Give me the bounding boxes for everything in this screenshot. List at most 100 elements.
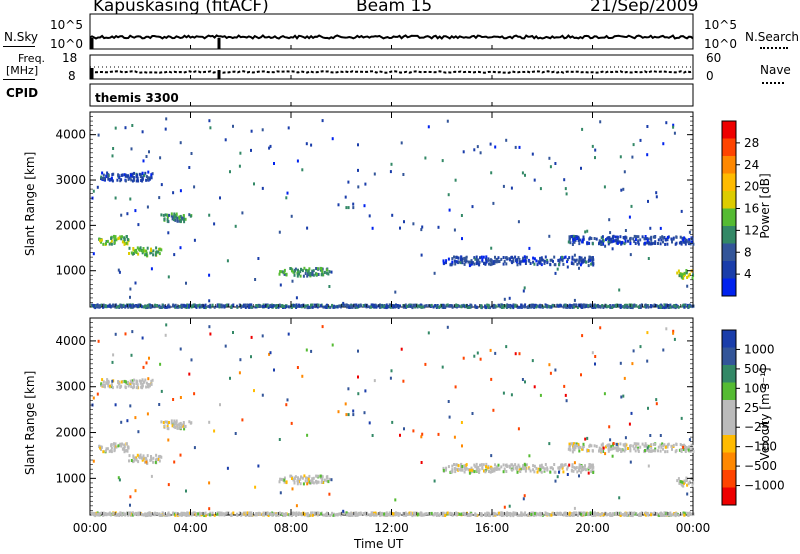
velocity-pixel xyxy=(502,463,505,467)
velocity-pixel xyxy=(171,424,174,428)
velocity-pixel xyxy=(634,449,637,453)
velocity-pixel xyxy=(357,512,360,516)
power-pixel xyxy=(476,261,479,265)
velocity-pixel xyxy=(672,331,675,335)
power-pixel xyxy=(123,236,126,240)
velocity-pixel xyxy=(448,415,451,419)
velocity-pixel xyxy=(602,450,605,453)
power-pixel xyxy=(357,185,360,189)
power-pixel xyxy=(470,305,473,308)
x-tick-label: 16:00 xyxy=(475,521,510,535)
velocity-pixel xyxy=(140,385,143,389)
velocity-pixel xyxy=(188,513,190,517)
power-pixel xyxy=(124,126,127,130)
power-pixel xyxy=(654,242,657,245)
velocity-pixel xyxy=(563,463,566,467)
power-pixel xyxy=(114,305,117,309)
velocity-pixel xyxy=(518,465,521,469)
power-pixel xyxy=(238,303,241,307)
power-pixel xyxy=(105,240,108,243)
velocity-pixel xyxy=(459,468,462,472)
power-pixel xyxy=(573,234,575,238)
power-colorbar-swatch xyxy=(722,173,736,192)
power-pixel xyxy=(346,305,349,309)
velocity-pixel xyxy=(142,457,145,461)
velocity-pixel xyxy=(594,355,597,358)
velocity-pixel xyxy=(357,349,359,353)
power-colorbar-swatch xyxy=(722,226,736,244)
velocity-pixel xyxy=(146,412,149,416)
nsearch-legend-line xyxy=(760,47,788,49)
velocity-pixel xyxy=(179,396,182,399)
power-pixel xyxy=(168,213,170,217)
velocity-pixel xyxy=(125,449,128,452)
power-pixel xyxy=(398,304,401,308)
power-pixel xyxy=(370,305,372,309)
velocity-pixel xyxy=(631,362,634,366)
velocity-pixel xyxy=(641,442,644,446)
velocity-pixel xyxy=(571,463,574,467)
velocity-pixel xyxy=(114,442,117,446)
power-pixel xyxy=(503,297,506,301)
velocity-pixel xyxy=(351,513,354,517)
velocity-pixel xyxy=(116,385,119,389)
velocity-pixel xyxy=(306,482,309,486)
velocity-pixel xyxy=(451,513,454,517)
power-pixel xyxy=(319,267,322,270)
power-pixel xyxy=(479,256,481,260)
power-pixel xyxy=(655,304,658,308)
velocity-pixel xyxy=(581,334,584,338)
velocity-pixel xyxy=(111,360,114,364)
power-pixel xyxy=(390,162,393,166)
velocity-pixel xyxy=(628,511,631,515)
power-pixel xyxy=(671,240,673,244)
power-pixel xyxy=(575,303,578,307)
power-pixel xyxy=(574,235,577,238)
velocity-pixel xyxy=(616,444,619,448)
velocity-pixel xyxy=(471,412,474,415)
velocity-pixel xyxy=(132,382,135,386)
velocity-pixel xyxy=(103,383,106,387)
velocity-pixel xyxy=(609,438,612,442)
velocity-pixel xyxy=(342,509,345,513)
velocity-pixel xyxy=(262,513,264,517)
power-pixel xyxy=(151,172,154,176)
velocity-pixel xyxy=(434,512,437,515)
power-pixel xyxy=(548,156,551,160)
velocity-pixel xyxy=(207,512,210,516)
power-pixel xyxy=(663,236,666,239)
velocity-pixel xyxy=(492,467,495,471)
power-pixel xyxy=(543,260,546,264)
power-pixel xyxy=(118,270,121,274)
power-pixel xyxy=(681,236,684,240)
velocity-pixel xyxy=(566,467,569,471)
velocity-pixel xyxy=(579,445,582,449)
power-pixel xyxy=(306,271,309,275)
power-pixel xyxy=(609,231,612,235)
velocity-pixel xyxy=(444,514,447,517)
velocity-pixel xyxy=(480,513,483,517)
power-pixel xyxy=(123,173,126,177)
velocity-pixel xyxy=(136,453,139,457)
power-pixel xyxy=(140,179,143,182)
velocity-pixel xyxy=(157,458,160,461)
velocity-pixel xyxy=(95,511,98,515)
power-pixel xyxy=(257,257,260,260)
velocity-pixel xyxy=(373,513,376,517)
power-pixel xyxy=(374,303,377,307)
velocity-pixel xyxy=(178,424,181,428)
power-pixel xyxy=(681,304,684,308)
velocity-pixel xyxy=(572,448,575,452)
power-pixel xyxy=(141,249,144,253)
velocity-pixel xyxy=(512,513,514,517)
power-pixel xyxy=(442,259,445,263)
velocity-pixel xyxy=(163,424,166,428)
velocity-pixel xyxy=(262,511,265,515)
velocity-pixel xyxy=(476,466,479,470)
power-pixel xyxy=(120,213,123,217)
velocity-pixel xyxy=(416,512,419,516)
velocity-pixel xyxy=(141,384,144,388)
power-pixel xyxy=(502,256,505,259)
velocity-pixel xyxy=(488,470,490,473)
velocity-pixel xyxy=(570,442,573,446)
